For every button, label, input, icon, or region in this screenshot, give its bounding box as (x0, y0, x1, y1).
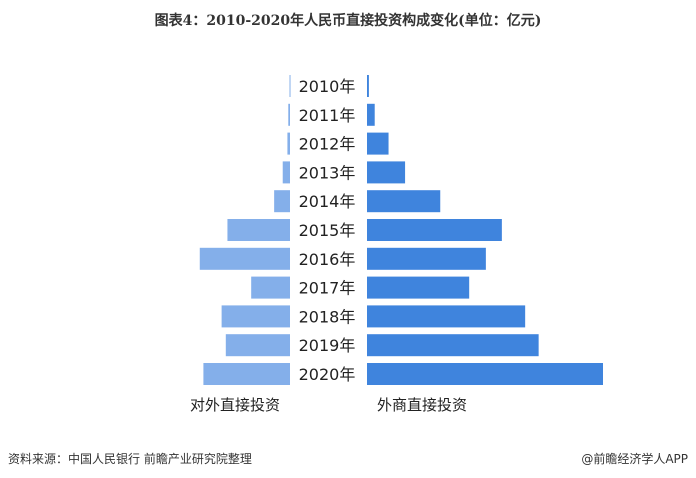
bar-outbound-2010年 (289, 75, 291, 97)
bar-inbound-2019年 (367, 334, 539, 357)
category-label: 2015年 (299, 221, 356, 240)
bar-inbound-2020年 (367, 363, 603, 385)
category-label: 2010年 (299, 77, 356, 96)
bar-inbound-2013年 (367, 161, 406, 184)
bar-outbound-2015年 (227, 219, 290, 241)
bar-outbound-2011年 (288, 103, 290, 126)
bar-outbound-2012年 (287, 132, 290, 155)
series-label-inbound: 外商直接投资 (377, 396, 467, 414)
bar-inbound-2010年 (367, 75, 369, 97)
credit-text: @前瞻经济学人APP (581, 452, 688, 466)
bar-inbound-2015年 (367, 219, 502, 241)
bar-outbound-2019年 (225, 334, 290, 357)
butterfly-chart: 2010年 2011年 2012年 2013年 2014年 2015年 2016年 2017年… (190, 75, 603, 414)
bar-outbound-2016年 (199, 247, 290, 270)
category-label: 2018年 (299, 307, 356, 326)
category-label: 2014年 (299, 192, 356, 211)
category-label: 2017年 (299, 279, 356, 298)
category-label: 2016年 (299, 250, 356, 269)
bar-outbound-2017年 (251, 276, 290, 299)
bar-inbound-2017年 (367, 276, 470, 299)
bar-outbound-2014年 (274, 190, 290, 213)
category-label: 2020年 (299, 365, 356, 384)
category-label: 2013年 (299, 163, 356, 182)
bar-inbound-2012年 (367, 132, 389, 155)
source-note: 资料来源：中国人民银行 前瞻产业研究院整理 (8, 452, 252, 466)
bar-inbound-2018年 (367, 305, 526, 328)
bar-inbound-2014年 (367, 190, 441, 213)
bar-outbound-2020年 (203, 363, 290, 385)
category-label: 2012年 (299, 135, 356, 154)
bar-inbound-2016年 (367, 247, 486, 270)
category-label: 2019年 (299, 336, 356, 355)
series-label-outbound: 对外直接投资 (190, 396, 280, 414)
chart-title: 图表4：2010-2020年人民币直接投资构成变化(单位：亿元) (154, 13, 542, 29)
bar-outbound-2013年 (282, 161, 290, 184)
bar-inbound-2011年 (367, 103, 375, 126)
category-label: 2011年 (299, 106, 356, 125)
bar-outbound-2018年 (221, 305, 290, 328)
